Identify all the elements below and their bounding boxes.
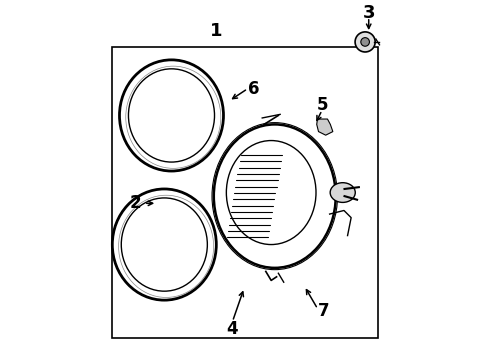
Ellipse shape bbox=[226, 140, 316, 244]
Circle shape bbox=[355, 32, 375, 52]
Text: 7: 7 bbox=[318, 302, 330, 320]
Circle shape bbox=[361, 38, 369, 46]
Text: 1: 1 bbox=[210, 22, 222, 40]
Bar bbox=[112, 47, 378, 338]
Text: 4: 4 bbox=[227, 320, 238, 338]
Text: 6: 6 bbox=[248, 80, 260, 98]
Ellipse shape bbox=[214, 125, 336, 268]
Text: 5: 5 bbox=[317, 96, 328, 114]
Ellipse shape bbox=[330, 183, 355, 202]
Text: 2: 2 bbox=[130, 194, 142, 212]
Text: 3: 3 bbox=[363, 4, 375, 22]
Polygon shape bbox=[317, 119, 333, 135]
